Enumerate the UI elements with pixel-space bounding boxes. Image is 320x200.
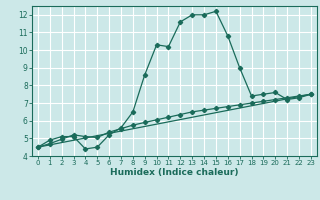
X-axis label: Humidex (Indice chaleur): Humidex (Indice chaleur) <box>110 168 239 177</box>
